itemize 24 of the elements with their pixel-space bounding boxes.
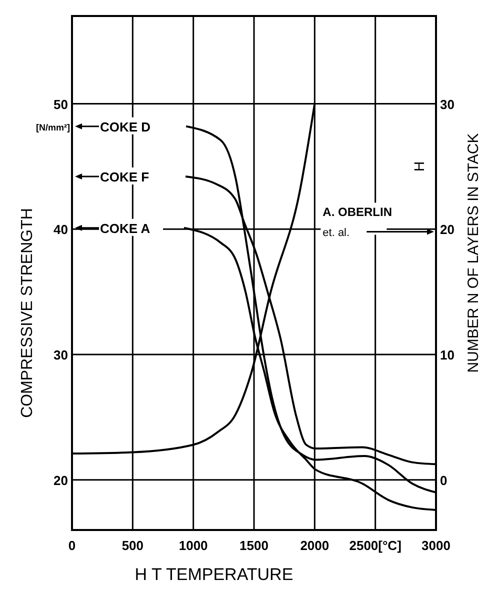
y-tick-label: 40: [54, 222, 68, 238]
x-tick-label: 0: [68, 538, 76, 553]
y2-axis-title: NUMBER N OF LAYERS IN STACK: [465, 133, 482, 373]
x-tick-label: 2500[°C]: [349, 538, 402, 553]
legend-label: COKE D: [100, 119, 151, 134]
annotation: H: [411, 161, 427, 172]
text: [N/mm²]: [36, 122, 70, 132]
x-tick-label: 1500: [240, 538, 268, 553]
y2-tick-label: 30: [440, 96, 454, 112]
x-tick-label: 1000: [178, 538, 208, 553]
y-axis-title: COMPRESSIVE STRENGTH: [19, 208, 36, 418]
text: A. OBERLIN et. al.: [322, 204, 392, 239]
legend-label: COKE F: [100, 169, 150, 184]
y-tick-label: 30: [54, 347, 68, 362]
y-tick-label: 20: [54, 472, 68, 488]
x-tick-label: 500: [122, 538, 144, 553]
y2-tick-label: 0: [440, 472, 448, 488]
x-tick-label: 2000: [300, 538, 330, 553]
y-tick-label: 50: [54, 96, 68, 112]
y2-tick-label: 10: [440, 347, 454, 362]
x-axis-title: H T TEMPERATURE: [134, 565, 294, 584]
legend-label: COKE A: [100, 220, 151, 236]
x-tick-label: 3000: [422, 538, 450, 553]
y2-tick-label: 20: [440, 222, 454, 238]
